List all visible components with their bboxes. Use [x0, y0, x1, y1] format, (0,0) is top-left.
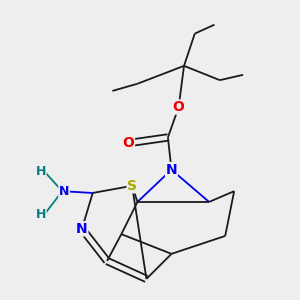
Text: N: N	[76, 222, 88, 236]
Text: N: N	[166, 163, 177, 177]
Text: H: H	[36, 208, 46, 221]
Text: H: H	[36, 165, 46, 178]
Text: O: O	[123, 136, 134, 150]
Text: O: O	[173, 100, 184, 114]
Text: S: S	[127, 179, 137, 193]
Text: N: N	[59, 185, 69, 198]
